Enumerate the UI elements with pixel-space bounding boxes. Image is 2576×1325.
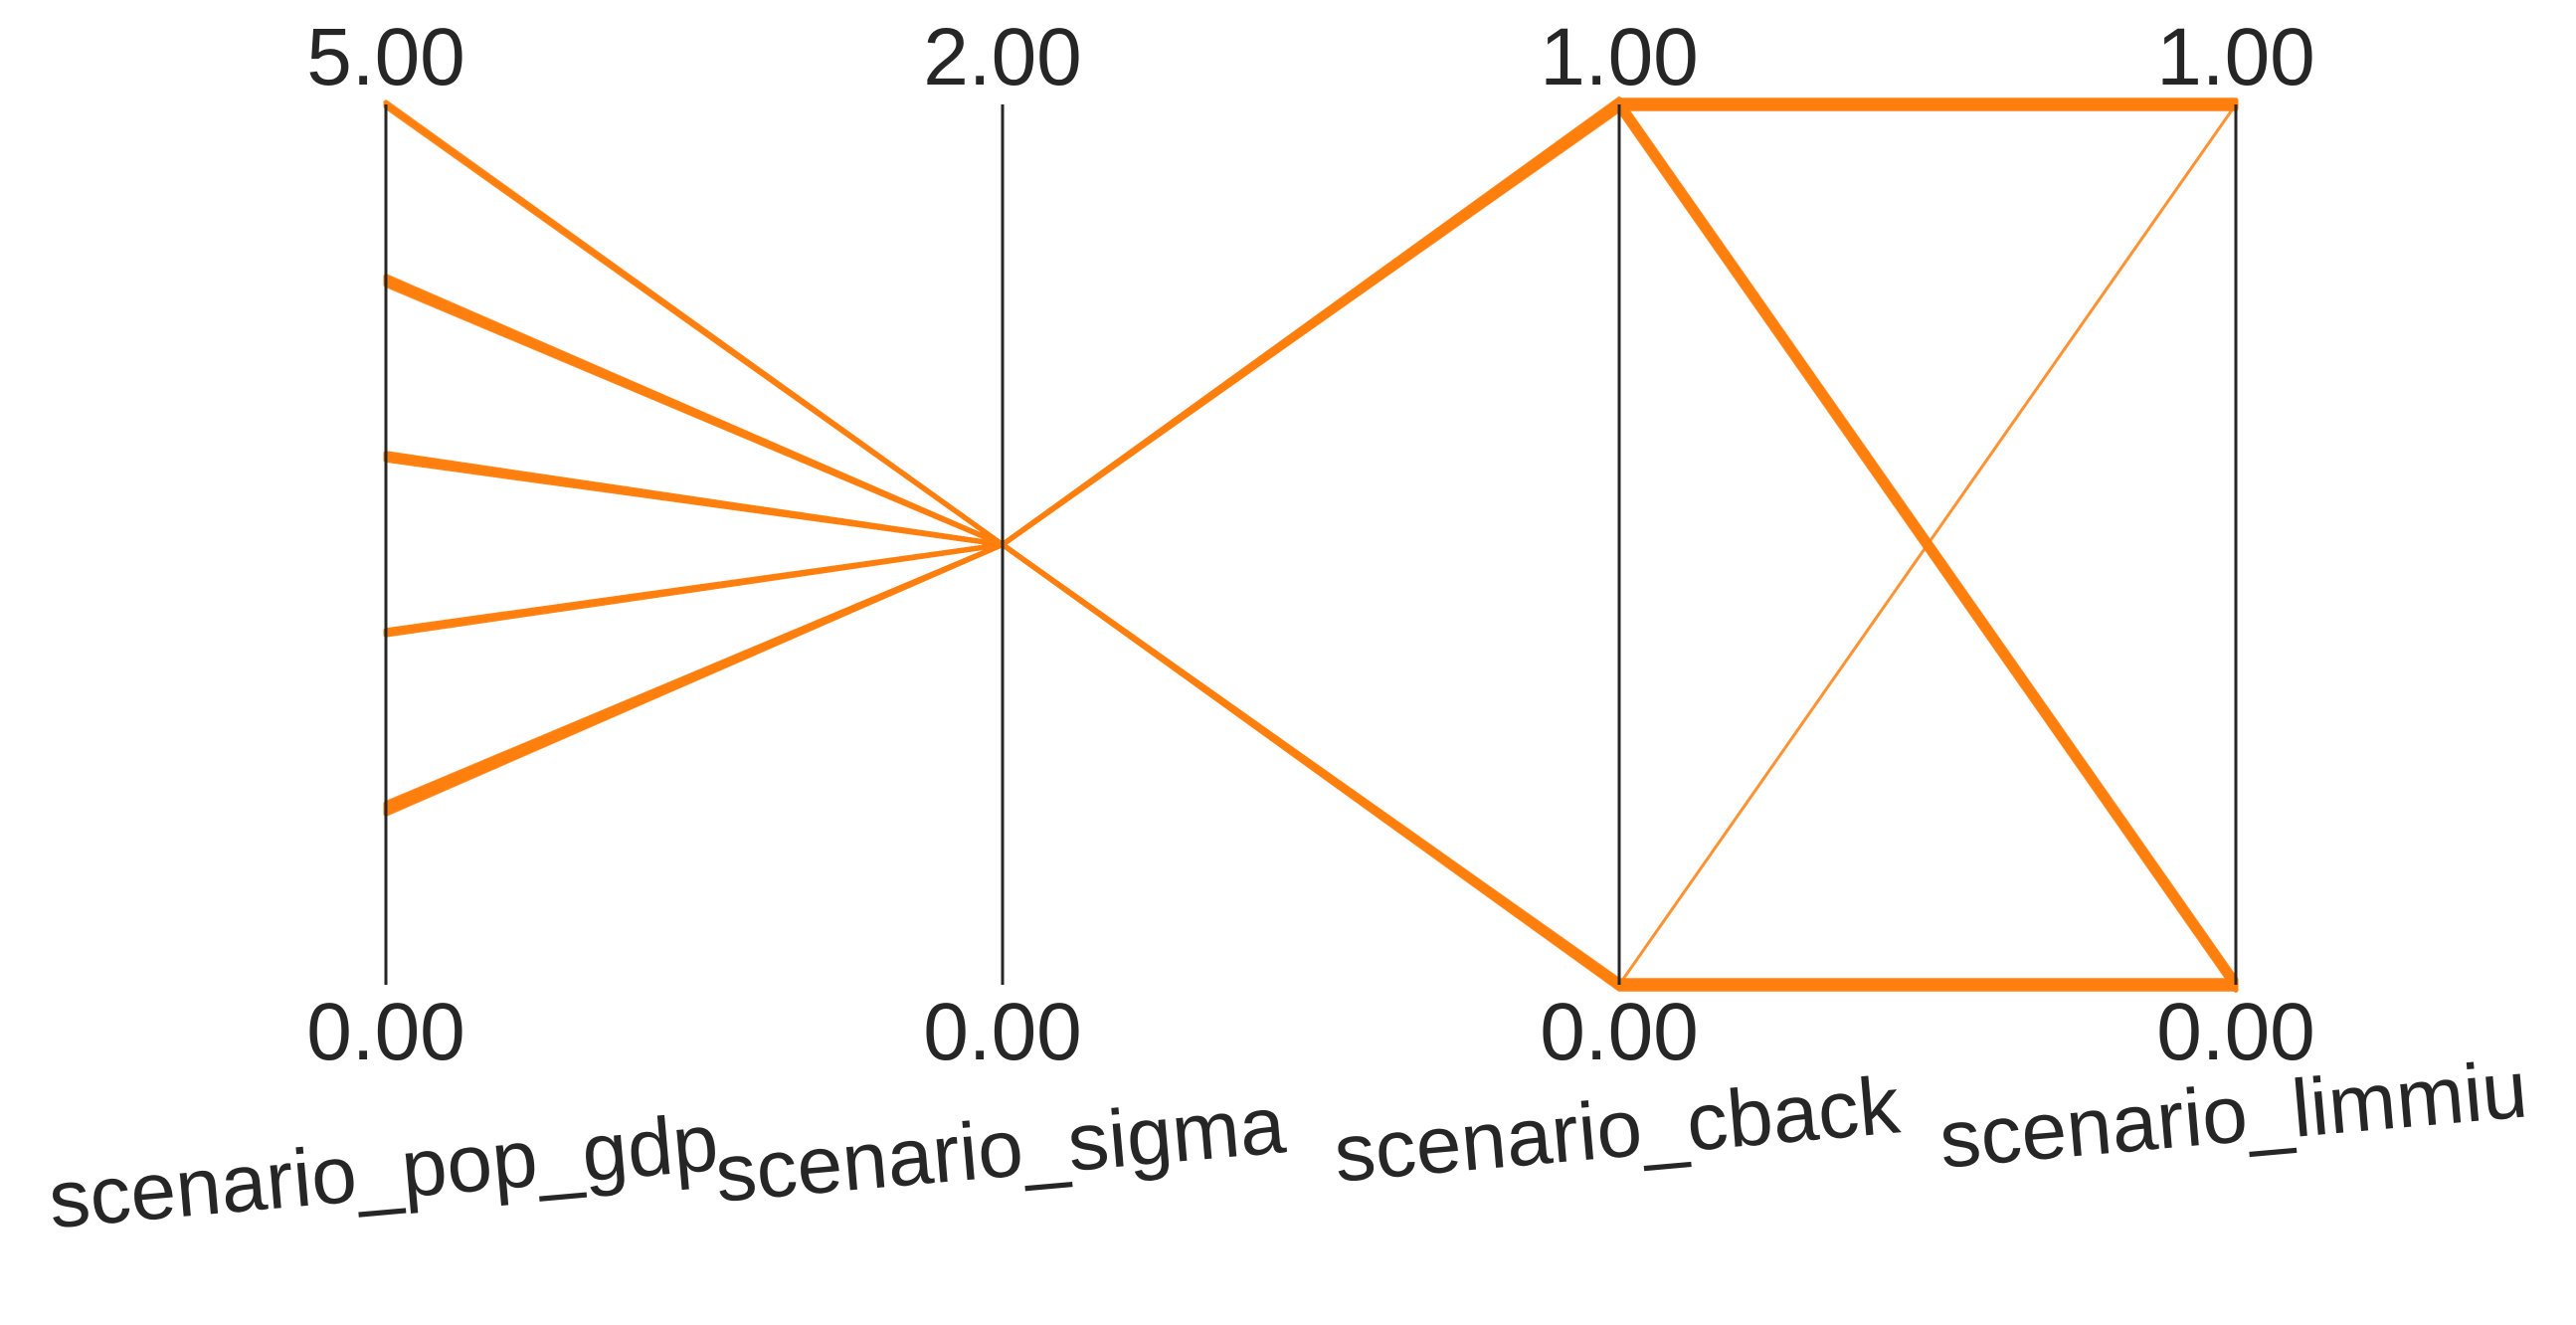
axis-max-label: 1.00 (2156, 12, 2315, 102)
data-line (383, 99, 2239, 634)
data-line (383, 542, 2239, 992)
data-lines (383, 96, 2239, 993)
data-line (383, 103, 2239, 814)
axes (384, 104, 2238, 985)
data-line (383, 277, 2239, 987)
data-line (383, 99, 2239, 986)
data-line (383, 102, 2239, 989)
axis-min-label: 0.00 (306, 987, 465, 1077)
axis-min-label: 0.00 (2156, 987, 2315, 1077)
data-line (383, 279, 2239, 989)
axis-max-label: 1.00 (1540, 12, 1699, 102)
data-line (383, 101, 2239, 812)
data-line (383, 275, 2239, 985)
data-line (383, 457, 2239, 991)
data-line (383, 105, 2239, 992)
axis-max-label: 2.00 (923, 12, 1082, 102)
data-line (383, 100, 2239, 987)
data-line (383, 98, 2239, 985)
data-line (383, 103, 2239, 638)
data-line (383, 453, 2239, 987)
data-line (383, 451, 2239, 985)
data-line (383, 281, 2239, 991)
data-line (383, 100, 2239, 987)
data-line (383, 103, 2239, 990)
data-line (383, 97, 2239, 984)
axis-name-label: scenario_pop_gdp (46, 1097, 722, 1245)
data-line (383, 101, 2239, 988)
data-line (383, 104, 2239, 991)
axis-max-label: 5.00 (306, 12, 465, 102)
axis-name-label: scenario_cback (1331, 1059, 1905, 1199)
data-line (383, 99, 2239, 810)
axis-min-label: 0.00 (923, 987, 1082, 1077)
data-line (383, 96, 2239, 982)
data-line (383, 455, 2239, 989)
data-line (383, 105, 2239, 816)
data-line (384, 102, 2238, 987)
axis-min-label: 0.00 (1540, 987, 1699, 1077)
data-line (383, 97, 2239, 808)
data-line (383, 102, 2239, 989)
data-line (383, 101, 2239, 636)
data-line (383, 107, 2239, 993)
axis-name-label: scenario_sigma (712, 1079, 1289, 1220)
